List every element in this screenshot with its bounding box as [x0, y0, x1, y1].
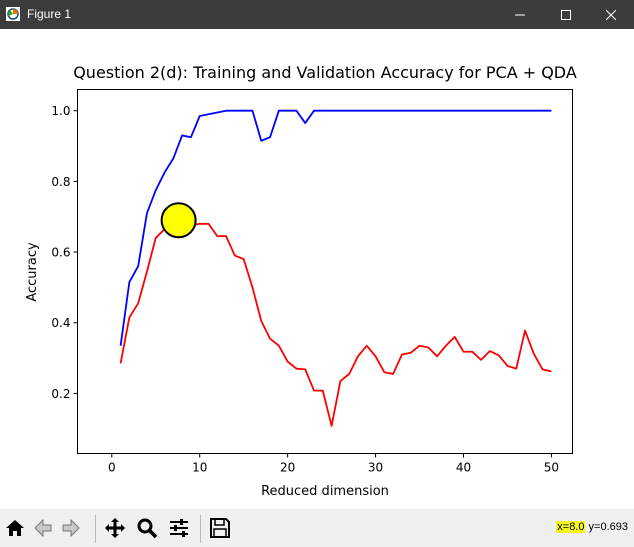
y-tick-label: 0.2: [51, 387, 70, 401]
matplotlib-logo-icon: [6, 7, 20, 21]
maximize-button[interactable]: [543, 0, 589, 29]
chart-title: Question 2(d): Training and Validation A…: [73, 63, 577, 82]
forward-button[interactable]: [58, 515, 84, 541]
cursor-coordinates: x=8.0 y=0.693: [556, 521, 628, 533]
toolbar-separator: [200, 515, 201, 543]
back-button[interactable]: [30, 515, 56, 541]
annotation-layer: [160, 202, 197, 239]
validation-accuracy-line: [119, 217, 552, 427]
pan-button[interactable]: [102, 515, 128, 541]
minimize-button[interactable]: [497, 0, 543, 29]
y-axis-ticks: 0.2 0.4 0.6 0.8 1.0: [51, 104, 78, 401]
zoom-icon: [137, 518, 158, 539]
x-tick-label: 20: [280, 461, 295, 475]
x-tick-label: 50: [544, 461, 559, 475]
zoom-button[interactable]: [134, 515, 160, 541]
close-icon: [606, 9, 616, 20]
window-title: Figure 1: [27, 7, 72, 21]
title-bar: Figure 1: [0, 0, 634, 29]
x-tick-label: 30: [368, 461, 383, 475]
sliders-icon: [170, 519, 188, 537]
training-accuracy-line: [119, 109, 552, 346]
move-icon: [105, 518, 125, 538]
series-lines: [119, 109, 552, 427]
plot-frame: [77, 89, 573, 454]
save-button[interactable]: [207, 515, 233, 541]
y-tick-label: 0.8: [51, 175, 70, 189]
cursor-y-readout: y=0.693: [588, 521, 628, 533]
maximize-icon: [561, 9, 571, 20]
y-tick-label: 1.0: [51, 104, 70, 118]
minimize-icon: [515, 14, 525, 15]
close-button[interactable]: [588, 0, 634, 29]
chart: Question 2(d): Training and Validation A…: [25, 63, 577, 499]
home-icon: [6, 520, 24, 536]
save-icon: [210, 518, 230, 538]
x-tick-label: 10: [192, 461, 207, 475]
y-tick-label: 0.4: [51, 316, 70, 330]
x-axis-label: Reduced dimension: [261, 484, 389, 499]
navigation-toolbar: x=8.0 y=0.693: [0, 509, 634, 547]
x-tick-label: 0: [108, 461, 116, 475]
cursor-x-readout: x=8.0: [556, 521, 586, 533]
figure-canvas[interactable]: Question 2(d): Training and Validation A…: [0, 29, 634, 509]
y-tick-label: 0.6: [51, 246, 70, 260]
home-button[interactable]: [2, 515, 28, 541]
back-arrow-icon: [34, 518, 52, 538]
x-axis-ticks: 0 10 20 30 40 50: [108, 453, 559, 475]
forward-arrow-icon: [62, 518, 80, 538]
toolbar-separator: [95, 515, 96, 543]
x-tick-label: 40: [456, 461, 471, 475]
y-axis-label: Accuracy: [25, 242, 40, 302]
configure-subplots-button[interactable]: [166, 515, 192, 541]
highlight-circle-marker: [160, 202, 197, 239]
